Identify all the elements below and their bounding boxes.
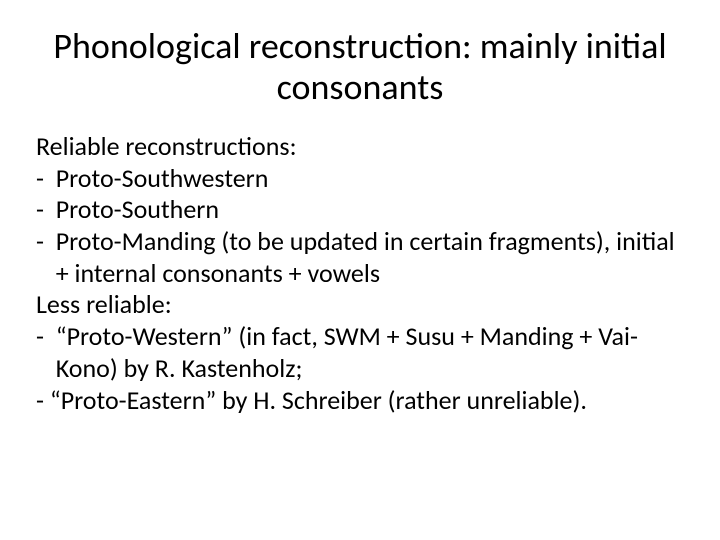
bullet-item-flush: - “Proto-Eastern” by H. Schreiber (rathe… bbox=[36, 385, 684, 417]
bullet-dash-icon: - bbox=[36, 226, 56, 289]
bullet-text: Proto-Southwestern bbox=[56, 163, 684, 195]
section-heading-reliable: Reliable reconstructions: bbox=[36, 131, 684, 163]
bullet-item: - Proto-Manding (to be updated in certai… bbox=[36, 226, 684, 289]
bullet-dash-icon: - bbox=[36, 194, 56, 226]
slide-title: Phonological reconstruction: mainly init… bbox=[36, 26, 684, 109]
bullet-dash-icon: - bbox=[36, 163, 56, 195]
slide: Phonological reconstruction: mainly init… bbox=[0, 0, 720, 540]
section-heading-less-reliable: Less reliable: bbox=[36, 289, 684, 321]
bullet-text: Proto-Manding (to be updated in certain … bbox=[56, 226, 684, 289]
bullet-item: - Proto-Southwestern bbox=[36, 163, 684, 195]
bullet-text: “Proto-Western” (in fact, SWM + Susu + M… bbox=[56, 321, 684, 384]
bullet-text: Proto-Southern bbox=[56, 194, 684, 226]
bullet-dash-icon: - bbox=[36, 321, 56, 384]
bullet-item: - Proto-Southern bbox=[36, 194, 684, 226]
slide-body: Reliable reconstructions: - Proto-Southw… bbox=[36, 131, 684, 416]
bullet-item: - “Proto-Western” (in fact, SWM + Susu +… bbox=[36, 321, 684, 384]
